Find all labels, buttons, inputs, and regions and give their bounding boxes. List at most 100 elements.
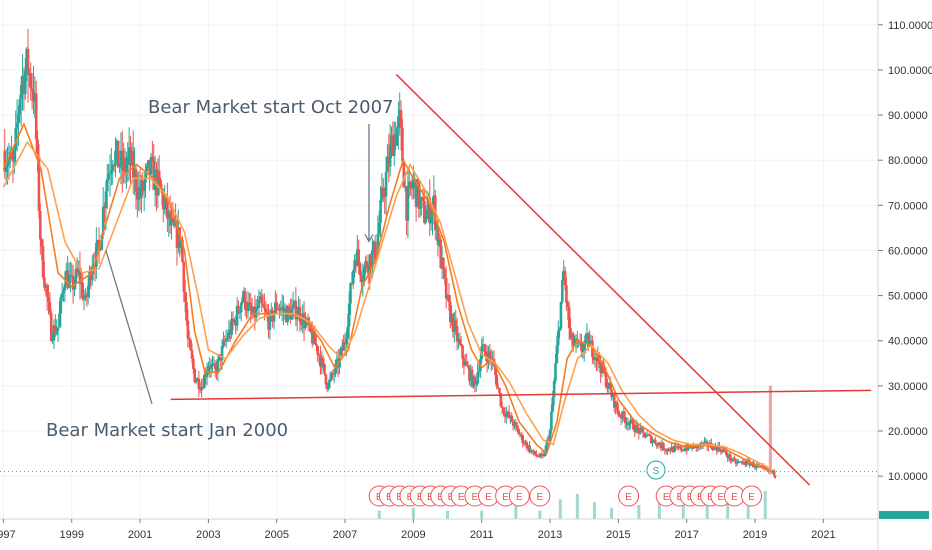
- candle-body: [483, 344, 486, 352]
- candle-body: [623, 417, 627, 424]
- candle-body: [729, 454, 732, 461]
- volume-bar: [610, 507, 614, 519]
- candle-body: [283, 308, 287, 312]
- earnings-marker: E: [529, 485, 551, 507]
- candle-body: [60, 293, 64, 297]
- candle-body: [565, 285, 568, 304]
- candle-body: [148, 160, 151, 175]
- candle-body: [108, 173, 112, 175]
- candle-body: [772, 470, 776, 476]
- candle-body: [200, 387, 203, 391]
- candle-body: [345, 337, 348, 345]
- candle-body: [58, 313, 61, 328]
- candle-body: [361, 279, 365, 283]
- earnings-marker-label: E: [625, 492, 632, 503]
- candle-body: [233, 319, 236, 323]
- volume-bar: [681, 496, 685, 519]
- event-markers[interactable]: EEEEEEEEEEEEEEEEEEEEEEES: [368, 460, 763, 507]
- candle-body: [602, 362, 605, 373]
- y-tick-label: 110.0000: [888, 20, 932, 32]
- candle-body: [228, 329, 232, 335]
- candle-body: [586, 333, 590, 347]
- candle-body: [230, 318, 233, 335]
- candle-body: [77, 267, 80, 273]
- candle-body: [402, 161, 406, 188]
- candle-body: [637, 428, 641, 434]
- candle-body: [81, 282, 84, 299]
- candle-body: [386, 156, 389, 172]
- trendline: [170, 389, 872, 401]
- candle-body: [187, 338, 191, 341]
- candle-body: [592, 357, 596, 360]
- candle-body: [446, 294, 449, 299]
- candle-body: [356, 249, 359, 266]
- candle-body: [716, 445, 720, 452]
- candle-body: [532, 451, 535, 453]
- candle-body: [136, 191, 139, 200]
- candle-body: [211, 363, 214, 365]
- candle-body: [84, 295, 87, 299]
- y-tick-label: 40.0000: [888, 336, 928, 348]
- candle-body: [535, 454, 538, 456]
- volume-bar: [538, 510, 542, 519]
- candle-body: [14, 127, 18, 150]
- annotation-arrow: [105, 250, 153, 405]
- candle-body: [298, 307, 302, 322]
- candle-body: [659, 445, 663, 449]
- candle-body: [294, 300, 298, 320]
- candle-body: [33, 93, 37, 102]
- volume-bar: [763, 491, 767, 519]
- candle-body: [172, 218, 176, 227]
- candle-body: [380, 187, 384, 200]
- candle-body: [604, 372, 608, 388]
- candle-body: [179, 239, 183, 249]
- candle-body: [562, 270, 565, 280]
- candle-body: [474, 383, 478, 385]
- volume-bar: [411, 507, 415, 519]
- candle-body: [71, 276, 75, 290]
- candle-body: [17, 114, 20, 124]
- candle-body: [334, 364, 337, 374]
- candle-body: [681, 450, 684, 452]
- candle-body: [212, 363, 216, 365]
- candle-body: [630, 419, 634, 422]
- candle-body: [260, 296, 263, 304]
- candle-body: [346, 326, 350, 338]
- candle-body: [651, 440, 654, 443]
- candle-body: [429, 215, 433, 224]
- candle-body: [134, 168, 138, 192]
- candle-body: [328, 378, 332, 383]
- candle-body: [420, 197, 423, 199]
- candle-body: [194, 380, 198, 383]
- candle-body: [43, 277, 46, 288]
- candle-body: [177, 227, 180, 248]
- candle-body: [674, 446, 678, 448]
- candle-body: [349, 283, 352, 304]
- candle-body: [652, 439, 656, 441]
- candle-body: [55, 330, 59, 334]
- candle-body: [438, 239, 441, 246]
- candle-body: [274, 302, 277, 314]
- candle-body: [563, 270, 567, 286]
- candle-body: [417, 179, 421, 209]
- candle-body: [424, 218, 427, 223]
- y-tick-label: 20.0000: [888, 426, 928, 438]
- candle-body: [99, 247, 102, 250]
- candle-body: [403, 186, 407, 188]
- candle-body: [466, 365, 470, 368]
- candle-body: [526, 445, 530, 449]
- candle-body: [125, 164, 128, 172]
- candle-body: [455, 325, 459, 342]
- candle-body: [373, 241, 377, 261]
- x-tick-label: 2013: [538, 529, 562, 541]
- candle-body: [126, 157, 130, 165]
- candle-body: [70, 274, 74, 277]
- candle-body: [648, 434, 652, 436]
- x-tick-label: 2005: [264, 529, 288, 541]
- candle-body: [170, 218, 173, 226]
- candle-body: [123, 157, 127, 172]
- candle-body: [556, 330, 560, 346]
- candle-body: [502, 407, 505, 414]
- candle-body: [733, 458, 736, 461]
